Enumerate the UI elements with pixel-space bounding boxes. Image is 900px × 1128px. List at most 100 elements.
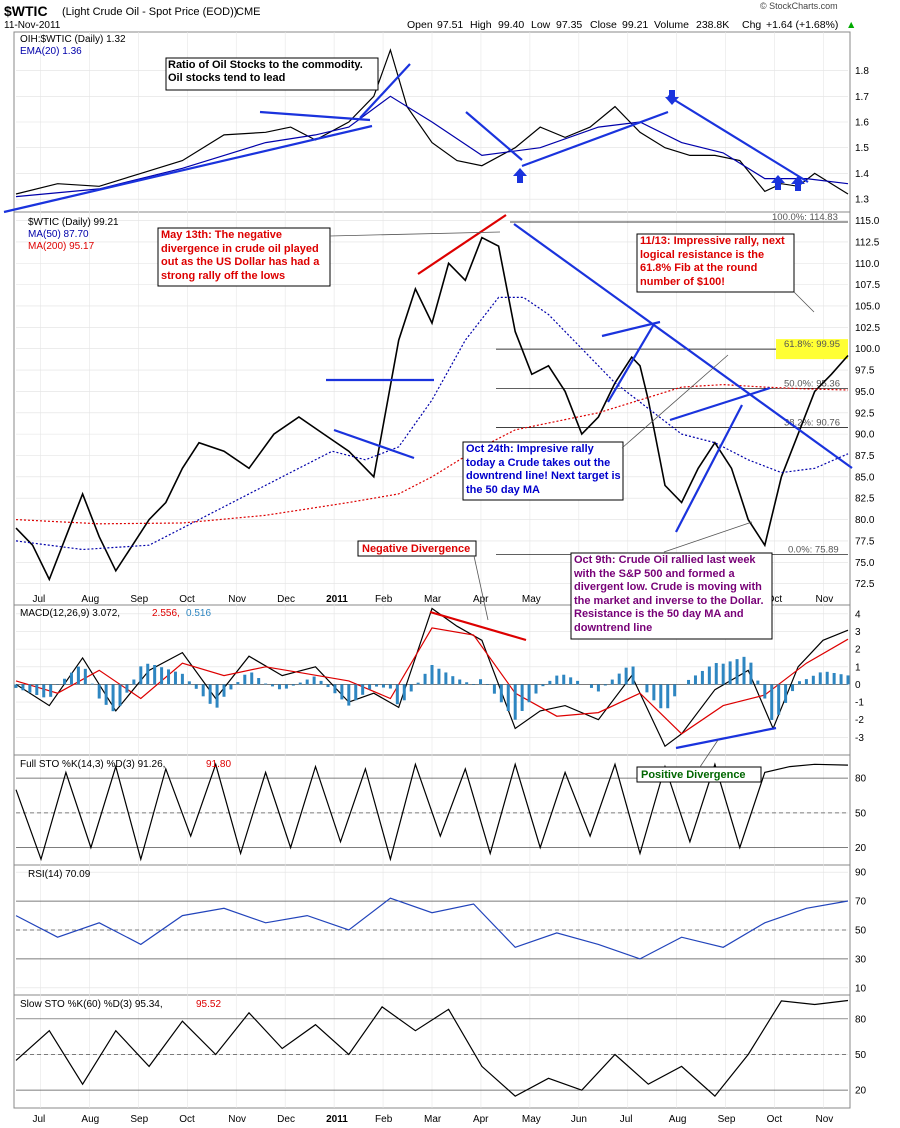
y-tick-label: 50	[855, 926, 867, 937]
trend-line	[601, 320, 661, 338]
series-line-3-0	[15, 762, 849, 862]
watermark: © StockCharts.com	[760, 1, 838, 11]
trend-line	[259, 110, 371, 122]
annotation-ratio-line2: Oil stocks tend to lead	[168, 72, 286, 84]
slow-sto-legend-d: 95.52	[196, 999, 221, 1010]
annotation-ratio: Ratio of Oil Stocks to the commodity. Oi…	[168, 59, 363, 84]
y-tick-label: 92.5	[855, 408, 875, 419]
open-label: Open	[407, 19, 433, 31]
trend-line	[675, 404, 743, 533]
chart-exchange: CME	[236, 6, 260, 18]
y-tick-label: 112.5	[855, 237, 880, 248]
x-tick-label-bottom: Nov	[228, 1114, 246, 1125]
x-tick-label: Nov	[816, 594, 834, 605]
y-tick-label: 105.0	[855, 301, 880, 312]
y-tick-label: 97.5	[855, 366, 875, 377]
fib-label: 61.8%: 99.95	[784, 339, 840, 350]
y-tick-label: 1.7	[855, 92, 869, 103]
y-tick-label: 85.0	[855, 472, 875, 483]
y-tick-label: 50	[855, 808, 867, 819]
y-tick-label: 0	[855, 680, 861, 691]
x-tick-label: 2011	[326, 594, 348, 605]
x-tick-label-bottom: Dec	[277, 1114, 295, 1125]
price-legend-series: $WTIC (Daily) 99.21	[28, 217, 119, 228]
full-sto-legend: Full STO %K(14,3) %D(3) 91.26,	[20, 759, 165, 770]
y-tick-label: 50	[855, 1050, 867, 1061]
y-tick-label: 3	[855, 627, 861, 638]
trend-line	[669, 386, 771, 422]
annotation-1113-box	[636, 233, 795, 293]
x-tick-label-bottom: May	[522, 1114, 541, 1125]
y-tick-label: 110.0	[855, 259, 880, 270]
y-tick-label: 107.5	[855, 280, 880, 291]
x-tick-label-bottom: Jun	[571, 1114, 587, 1125]
price-legend-ma50: MA(50) 87.70	[28, 229, 89, 240]
x-tick-label-bottom: Aug	[669, 1114, 687, 1125]
x-tick-label: Feb	[375, 594, 393, 605]
close-label: Close	[590, 19, 617, 31]
annotation-1113: 11/13: Impressive rally, next logical re…	[640, 235, 785, 288]
series-line-0-0	[15, 48, 849, 195]
annotation-may13: May 13th: The negative divergence in cru…	[161, 229, 319, 282]
blue-arrow-icon	[665, 90, 679, 105]
high-label: High	[470, 19, 492, 31]
trend-line	[607, 323, 655, 403]
x-tick-label-bottom: Jul	[32, 1114, 45, 1125]
x-tick-label: Jul	[32, 594, 45, 605]
blue-arrow-icon	[791, 176, 805, 191]
chart-name: (Light Crude Oil - Spot Price (EOD))	[62, 6, 237, 18]
y-tick-label: 95.0	[855, 387, 875, 398]
x-tick-label: Sep	[130, 594, 148, 605]
annotation-ratio-line1: Ratio of Oil Stocks to the commodity.	[168, 59, 363, 71]
chart-symbol: $WTIC	[4, 3, 48, 19]
x-tick-label-bottom: Nov	[816, 1114, 834, 1125]
y-tick-label: 102.5	[855, 323, 880, 334]
series-line-5-0	[15, 999, 849, 1097]
fib-layer: 100.0%: 114.83 61.8%: 99.95 50.0%: 95.36 38…	[496, 212, 848, 556]
chart-date: 11-Nov-2011	[4, 20, 61, 31]
rsi-legend: RSI(14) 70.09	[28, 869, 91, 880]
x-tick-label-bottom: Oct	[767, 1114, 783, 1125]
annotation-posdiv-box	[636, 766, 762, 783]
y-tick-label: 100.0	[855, 344, 880, 355]
series-line-1-1	[15, 296, 849, 551]
fib-label: 50.0%: 95.36	[784, 378, 840, 389]
series-line-4-0	[15, 897, 849, 960]
close-value: 99.21	[622, 19, 648, 31]
trend-line	[667, 95, 809, 183]
x-tick-label: Dec	[277, 594, 295, 605]
chg-arrow-icon: ▲	[846, 19, 856, 31]
x-tick-label-bottom: Feb	[375, 1114, 393, 1125]
x-tick-label-bottom: Aug	[81, 1114, 99, 1125]
x-tick-label: Oct	[179, 594, 195, 605]
x-tick-label-bottom: Oct	[179, 1114, 195, 1125]
y-tick-label: 80	[855, 774, 867, 785]
trend-lines	[3, 63, 853, 750]
y-tick-label: 75.0	[855, 558, 875, 569]
y-tick-label: 30	[855, 954, 867, 965]
trend-line	[675, 726, 777, 750]
annotation-negative-divergence: Negative Divergence	[362, 543, 470, 555]
x-tick-label-bottom: Apr	[473, 1114, 489, 1125]
x-tick-label-bottom: Jul	[620, 1114, 633, 1125]
y-tick-label: 87.5	[855, 451, 875, 462]
y-tick-label: 1.8	[855, 66, 869, 77]
y-tick-label: 70	[855, 897, 867, 908]
y-tick-label: 1.4	[855, 169, 869, 180]
x-tick-label: Apr	[473, 594, 489, 605]
y-tick-label: 77.5	[855, 536, 875, 547]
volume-value: 238.8K	[696, 19, 729, 31]
x-tick-label-bottom: Sep	[130, 1114, 148, 1125]
fib-highlight	[776, 339, 848, 360]
annotation-oct9-box	[570, 552, 773, 640]
y-tick-label: 115.0	[855, 216, 880, 227]
low-value: 97.35	[556, 19, 582, 31]
trend-line	[3, 124, 373, 214]
trend-line	[465, 111, 523, 161]
y-tick-label: 90.0	[855, 430, 875, 441]
leader-lines	[329, 231, 815, 768]
volume-label: Volume	[654, 19, 689, 31]
low-label: Low	[531, 19, 551, 31]
chg-value: +1.64 (+1.68%)	[766, 19, 838, 31]
